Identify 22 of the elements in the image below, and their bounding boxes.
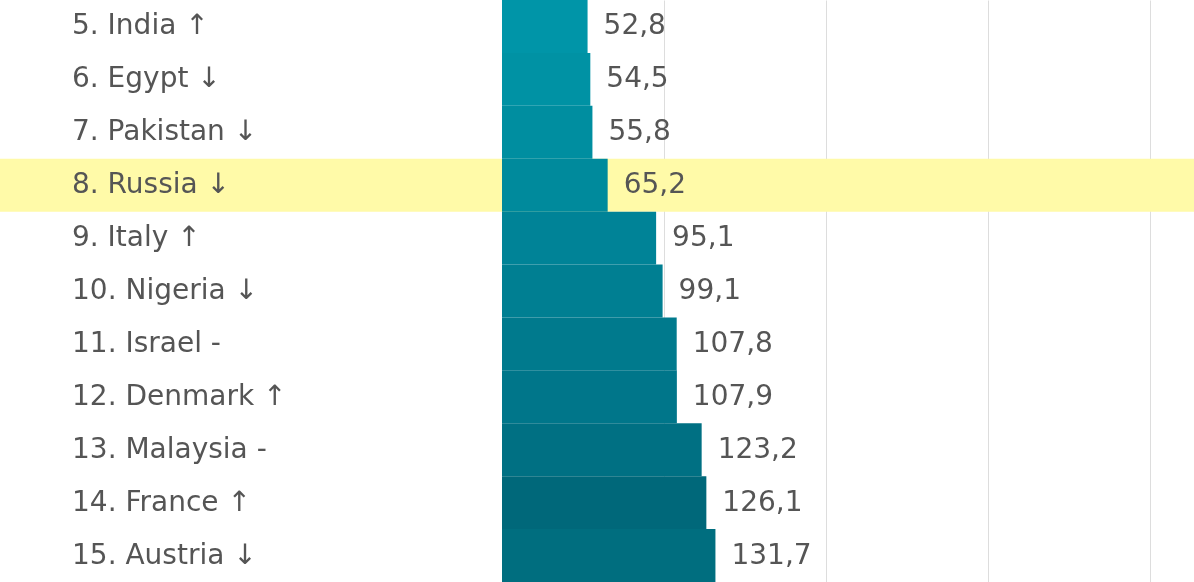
y-tick-label: 13. Malaysia - <box>72 431 267 465</box>
y-tick-label: 6. Egypt ↓ <box>72 61 221 95</box>
data-label: 123,2 <box>717 431 798 465</box>
y-tick-label: 7. Pakistan ↓ <box>72 114 258 148</box>
y-tick-label: 5. India ↑ <box>72 8 209 42</box>
y-tick-label: 14. France ↑ <box>72 484 251 518</box>
data-label: 55,8 <box>608 114 671 148</box>
data-label: 52,8 <box>603 8 666 42</box>
data-label: 107,9 <box>692 378 774 412</box>
data-label: 65,2 <box>623 167 687 201</box>
y-tick-label: 11. Israel - <box>72 325 221 359</box>
data-label: 95,1 <box>672 220 735 254</box>
data-label: 54,5 <box>606 61 669 95</box>
y-tick-label: 8. Russia ↓ <box>72 167 231 201</box>
y-tick-label: 9. Italy ↑ <box>72 220 201 254</box>
y-tick-label: 12. Denmark ↑ <box>72 378 287 412</box>
data-label: 131,7 <box>731 537 812 571</box>
data-label: 126,1 <box>722 484 803 518</box>
y-tick-label: 15. Austria ↓ <box>72 537 257 571</box>
data-label: 107,8 <box>692 325 773 359</box>
y-tick-label: 10. Nigeria ↓ <box>72 273 258 306</box>
data-label: 99,1 <box>678 273 741 306</box>
